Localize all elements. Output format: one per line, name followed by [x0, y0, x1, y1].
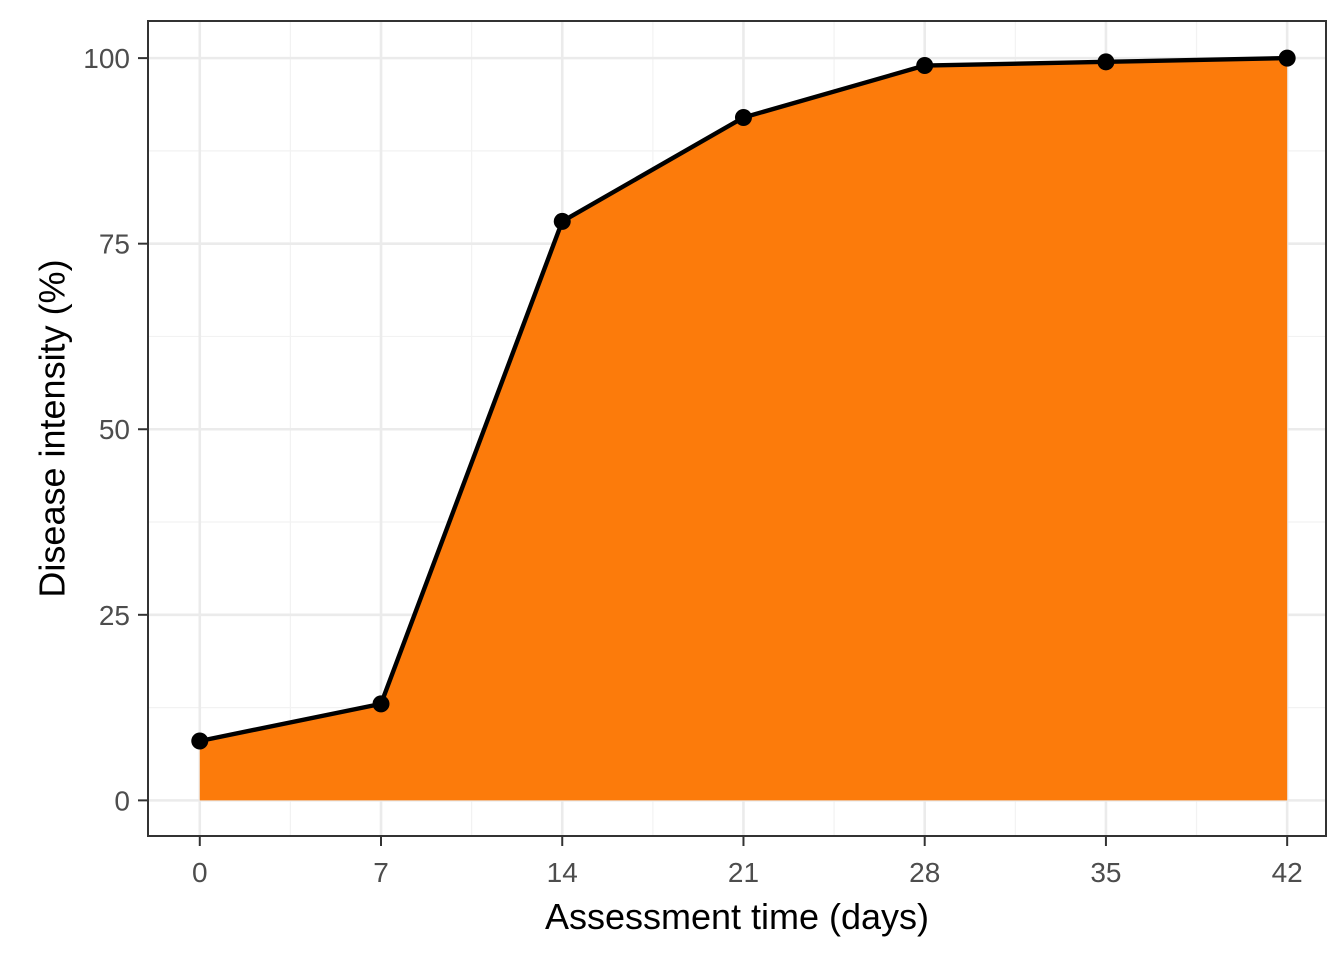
x-tick-label: 28 — [909, 857, 940, 888]
y-axis-title: Disease intensity (%) — [32, 259, 73, 597]
area-layer — [199, 58, 1288, 801]
y-tick-label: 25 — [99, 600, 130, 631]
x-axis-title: Assessment time (days) — [545, 896, 929, 937]
y-axis-ticks: 0 25 50 75 100 — [83, 43, 148, 816]
x-axis-ticks: 0 7 14 21 28 35 42 — [192, 836, 1303, 888]
x-tick-label: 7 — [373, 857, 389, 888]
data-point — [1278, 49, 1296, 67]
area-fill — [199, 58, 1288, 801]
x-tick-label: 14 — [547, 857, 578, 888]
data-point — [372, 695, 390, 713]
x-tick-label: 0 — [192, 857, 208, 888]
x-tick-label: 35 — [1090, 857, 1121, 888]
y-tick-label: 75 — [99, 229, 130, 260]
data-point — [916, 57, 934, 75]
y-tick-label: 100 — [83, 43, 130, 74]
data-point — [191, 732, 209, 750]
data-point — [734, 108, 752, 126]
x-tick-label: 21 — [728, 857, 759, 888]
x-tick-label: 42 — [1272, 857, 1303, 888]
y-tick-label: 0 — [114, 785, 130, 816]
data-point — [1097, 53, 1115, 71]
point-layer — [191, 49, 1296, 750]
data-point — [553, 212, 571, 230]
y-tick-label: 50 — [99, 414, 130, 445]
